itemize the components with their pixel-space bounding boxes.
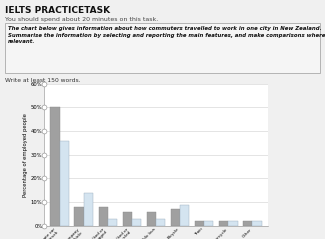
Bar (84, 193, 93, 226)
Bar (123, 212, 132, 226)
Bar (195, 221, 204, 226)
Text: IELTS PRACTICETASK: IELTS PRACTICETASK (5, 6, 110, 15)
Bar (228, 221, 238, 226)
Text: You should spend about 20 minutes on this task.: You should spend about 20 minutes on thi… (5, 17, 158, 22)
Bar (219, 221, 228, 226)
Bar (253, 221, 262, 226)
Text: Write at least 150 words.: Write at least 150 words. (5, 78, 80, 83)
Bar (171, 209, 180, 226)
Bar (204, 221, 214, 226)
Bar (147, 212, 156, 226)
Y-axis label: Percentage of employed people: Percentage of employed people (23, 113, 28, 197)
Bar (98, 207, 108, 226)
Bar (156, 219, 165, 226)
Bar (132, 219, 141, 226)
Text: The chart below gives information about how commuters travelled to work in one c: The chart below gives information about … (8, 26, 325, 44)
Bar (108, 219, 117, 226)
Bar (50, 107, 59, 226)
Bar (180, 205, 189, 226)
Bar (59, 141, 69, 226)
Bar (243, 221, 253, 226)
Bar (74, 207, 84, 226)
